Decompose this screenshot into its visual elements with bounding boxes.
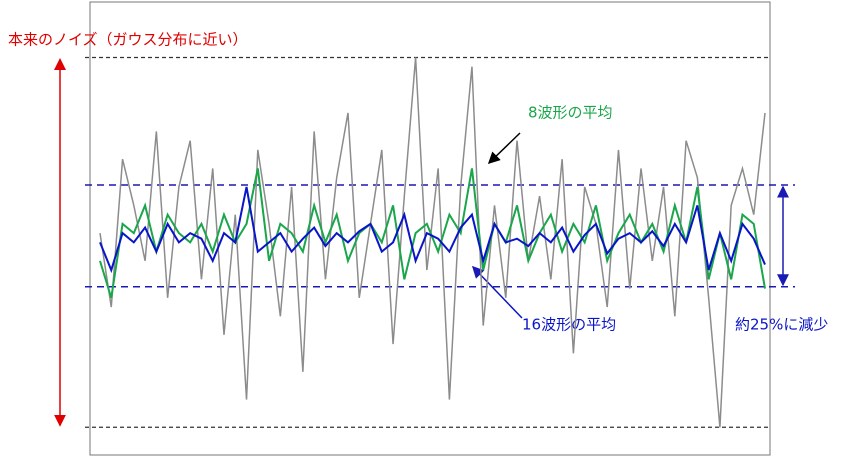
pointer-arrow — [487, 132, 521, 165]
annotation: 8波形の平均 — [528, 104, 613, 122]
noise-line — [99, 57, 766, 428]
annotation: 16波形の平均 — [522, 316, 616, 334]
annotation: 約25%に減少 — [735, 316, 828, 334]
chart-title: 本来のノイズ（ガウス分布に近い） — [8, 31, 248, 49]
plot-frame — [89, 1, 771, 456]
noise-line — [99, 168, 766, 299]
noise-line — [99, 186, 766, 274]
